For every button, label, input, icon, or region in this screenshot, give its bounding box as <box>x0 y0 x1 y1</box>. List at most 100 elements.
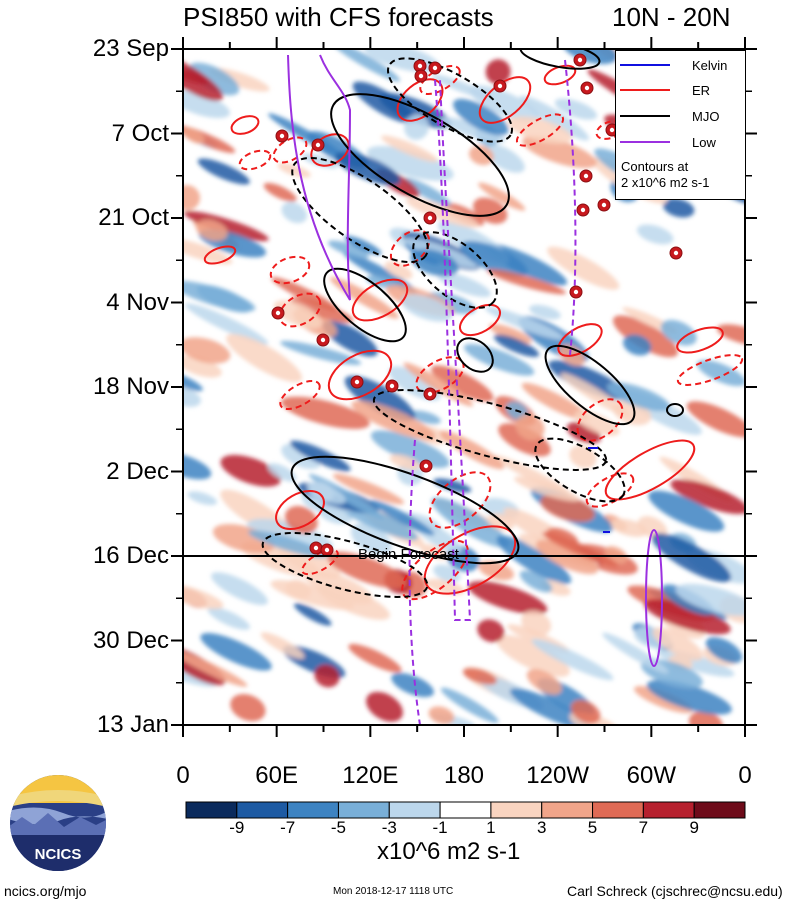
colorbar-tick-label: 3 <box>536 818 547 837</box>
region-label: 10N - 20N <box>612 2 731 32</box>
legend-swatch <box>620 64 670 66</box>
anomaly-blob <box>220 454 282 487</box>
anomaly-blob <box>403 177 451 206</box>
colorbar-swatch <box>236 801 289 819</box>
anomaly-blob <box>521 610 552 636</box>
legend-note: Contours at 2 x10^6 m2 s-1 <box>621 159 710 190</box>
colorbar-swatch <box>541 801 594 819</box>
legend-entry-er: ER <box>620 82 710 98</box>
er-contour <box>459 303 501 337</box>
anomaly-blob <box>370 500 435 536</box>
anomaly-blob <box>519 570 553 593</box>
x-tick-label: 60W <box>626 762 677 789</box>
anomaly-blob <box>514 476 580 502</box>
colorbar-swatch <box>642 801 695 819</box>
anomaly-blob <box>463 343 535 376</box>
anomaly-blob <box>515 414 545 441</box>
storm-marker-eye <box>497 83 503 89</box>
anomaly-blob <box>469 145 494 166</box>
anomaly-blob <box>344 375 416 422</box>
anomaly-blob <box>570 699 601 724</box>
anomaly-blob <box>646 679 732 715</box>
storm-marker-eye <box>279 133 285 139</box>
anomaly-blob <box>611 518 648 537</box>
anomaly-blob <box>529 304 561 320</box>
er-contour <box>272 136 308 164</box>
storm-marker-eye <box>320 337 326 343</box>
er-contour <box>279 380 321 410</box>
colorbar-tick-label: 1 <box>486 818 496 837</box>
anomaly-blob <box>268 113 344 158</box>
anomaly-blob <box>277 162 311 178</box>
anomaly-blob <box>332 473 405 505</box>
anomaly-blob <box>188 62 240 96</box>
anomaly-blob <box>366 145 454 181</box>
anomaly-blob <box>607 382 671 412</box>
anomaly-blob <box>468 581 548 615</box>
anomaly-blob <box>183 386 201 407</box>
er-contour <box>389 229 431 267</box>
anomaly-blob <box>187 491 218 506</box>
anomaly-blob <box>183 185 201 211</box>
anomaly-blob <box>226 333 303 383</box>
er-contour <box>203 245 237 265</box>
anomaly-blob <box>521 382 590 421</box>
anomaly-blob <box>211 572 268 605</box>
storm-marker-eye <box>389 383 395 389</box>
anomaly-blob <box>644 599 731 635</box>
anomaly-blob <box>612 315 679 358</box>
mjo-contour <box>291 156 429 264</box>
colorbar-tick-label: 7 <box>638 818 649 837</box>
x-tick-label: 180 <box>443 762 485 789</box>
er-contour <box>585 472 635 508</box>
x-tick-label: 0 <box>738 762 752 789</box>
er-contour <box>604 439 696 501</box>
er-contour <box>515 113 565 147</box>
colorbar-swatch <box>388 801 441 819</box>
anomaly-blob <box>688 711 723 725</box>
legend: Kelvin ER MJO Low Contours at 2 x10^6 m2… <box>615 50 746 200</box>
y-tick-label: 21 Oct <box>98 204 169 231</box>
wave-contours <box>203 49 744 725</box>
anomaly-blob <box>343 251 417 294</box>
anomaly-blob <box>281 202 308 224</box>
anomaly-blob <box>409 410 441 425</box>
anomaly-blob <box>370 430 450 468</box>
mjo-contour <box>544 344 636 426</box>
colorbar-swatch <box>693 801 746 819</box>
x-tick-label: 120E <box>342 762 399 789</box>
anomaly-blob <box>384 261 413 280</box>
anomaly-blob <box>473 197 508 224</box>
y-tick-label: 16 Dec <box>92 542 169 569</box>
colorbar-units: x10^6 m2 s-1 <box>377 838 521 865</box>
mjo-contour <box>387 57 513 143</box>
anomaly-blob <box>462 667 497 685</box>
y-tick-label: 23 Sep <box>92 35 169 62</box>
anomaly-blob <box>183 337 231 364</box>
anomaly-blob <box>535 540 599 575</box>
anomaly-blob <box>548 360 628 400</box>
anomaly-blob <box>486 269 567 295</box>
anomaly-blob <box>531 639 614 681</box>
anomaly-blob <box>547 246 620 290</box>
anomaly-blob <box>401 294 453 322</box>
chart-title: PSI850 with CFS forecasts <box>183 2 494 32</box>
anomaly-blob <box>485 59 511 85</box>
mjo-contour <box>534 437 626 503</box>
er-contour <box>275 490 325 530</box>
storm-marker-eye <box>427 391 433 397</box>
anomaly-blob <box>196 219 228 241</box>
anomaly-blob <box>431 497 509 548</box>
colorbar-swatch <box>287 801 339 819</box>
anomaly-blob <box>716 324 745 346</box>
anomaly-blob <box>440 687 499 724</box>
x-tick-label: 60E <box>255 762 299 789</box>
storm-marker-eye <box>609 127 615 133</box>
footer-timestamp: Mon 2018-12-17 1118 UTC <box>333 886 454 897</box>
anomaly-blob <box>428 706 455 725</box>
storm-marker-eye <box>354 379 360 385</box>
anomaly-blob <box>196 284 252 313</box>
anomaly-blob <box>574 410 620 436</box>
anomaly-blob <box>526 669 562 695</box>
